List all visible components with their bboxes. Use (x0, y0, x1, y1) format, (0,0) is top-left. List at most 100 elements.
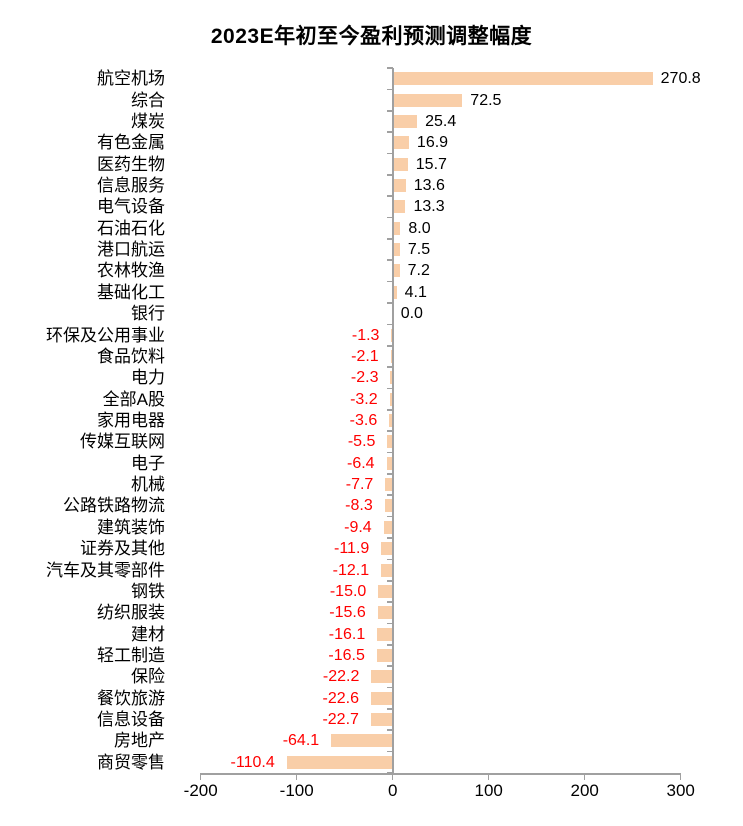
category-axis-tick (386, 558, 393, 561)
value-label: -1.3 (351, 326, 380, 344)
category-axis-tick (386, 195, 393, 197)
bar (392, 221, 401, 235)
value-label: -2.3 (350, 369, 379, 387)
x-axis-tick (199, 773, 202, 780)
category-axis-tick (386, 152, 393, 155)
category-label: 信息设备 (97, 710, 165, 730)
category-label: 钢铁 (131, 581, 165, 601)
value-label: -22.7 (322, 711, 359, 729)
category-axis-tick (386, 174, 393, 176)
category-axis-tick (386, 430, 393, 432)
category-axis-tick (386, 686, 393, 689)
value-label: 7.5 (407, 241, 431, 259)
category-label: 餐饮旅游 (97, 688, 165, 708)
chart-title: 2023E年初至今盈利预测调整幅度 (210, 25, 533, 48)
category-axis-line (391, 68, 394, 773)
value-label: 15.7 (415, 155, 447, 173)
bar (384, 499, 393, 513)
bar (381, 563, 393, 577)
x-axis-tick-label: 100 (474, 781, 503, 800)
bar (392, 72, 653, 86)
bar (286, 755, 393, 769)
value-label: 13.6 (413, 177, 445, 194)
category-label: 公路铁路物流 (63, 496, 165, 516)
category-label: 家用电器 (97, 411, 165, 430)
bar (390, 371, 393, 385)
category-label: 石油石化 (97, 218, 165, 238)
value-label: 4.1 (404, 283, 427, 301)
bar (387, 435, 393, 449)
category-label: 银行 (131, 304, 165, 324)
value-label: -15.6 (329, 604, 366, 622)
category-axis-tick (386, 644, 393, 646)
category-label: 纺织服装 (97, 603, 165, 623)
category-axis-tick (386, 729, 393, 732)
bar (386, 456, 393, 470)
category-axis-tick (386, 366, 393, 368)
category-axis-tick (386, 302, 393, 304)
bar (392, 157, 408, 171)
x-axis-line (200, 773, 681, 775)
category-axis-tick (386, 537, 393, 539)
category-axis-tick (386, 451, 393, 454)
bar (392, 93, 463, 107)
category-axis-tick (386, 238, 393, 240)
x-axis-tick (487, 773, 490, 780)
category-label: 轻工制造 (97, 646, 165, 665)
value-label: 8.0 (408, 219, 431, 237)
category-label: 电气设备 (97, 197, 165, 217)
bar (392, 264, 400, 278)
x-axis-tick (583, 773, 586, 780)
category-axis-tick (386, 387, 393, 390)
category-axis-tick (386, 259, 393, 262)
x-axis-tick (391, 773, 394, 780)
bar (378, 584, 393, 598)
value-label: -11.9 (334, 540, 370, 558)
category-axis-tick (386, 109, 393, 112)
category-axis-tick (386, 515, 393, 518)
bar (377, 606, 393, 620)
category-axis-tick (386, 601, 393, 603)
bar (383, 520, 393, 534)
bar (392, 200, 406, 214)
category-label: 商贸零售 (97, 752, 165, 772)
value-label: -8.3 (345, 497, 373, 515)
value-label: -22.2 (322, 668, 360, 686)
x-axis-tick-label: 200 (570, 781, 599, 800)
category-label: 环保及公用事业 (46, 325, 165, 345)
category-label: 电子 (131, 453, 165, 473)
category-label: 保险 (131, 667, 165, 687)
value-label: 7.2 (407, 262, 430, 280)
bar (331, 734, 393, 748)
category-axis-tick (386, 409, 393, 411)
category-axis-tick (386, 216, 393, 219)
x-axis-tick-label: 0 (387, 781, 398, 800)
bar (371, 691, 393, 705)
category-label: 煤炭 (131, 111, 165, 131)
category-label: 传媒互联网 (80, 432, 165, 452)
value-label: -22.6 (322, 689, 360, 707)
bar (392, 136, 409, 150)
category-axis-tick (386, 67, 393, 69)
value-label: 72.5 (470, 91, 502, 109)
bar (371, 670, 393, 684)
value-label: -5.5 (347, 433, 376, 451)
category-axis-tick (386, 665, 393, 667)
category-label: 证券及其他 (80, 539, 165, 559)
category-label: 信息服务 (97, 176, 165, 195)
category-label: 建材 (131, 624, 165, 644)
bar (392, 114, 418, 128)
category-label: 港口航运 (97, 240, 165, 260)
bar (392, 285, 397, 299)
value-label: -7.7 (345, 476, 374, 494)
category-label: 有色金属 (97, 133, 165, 153)
category-label: 电力 (131, 368, 165, 388)
category-axis-tick (386, 622, 393, 625)
category-label: 基础化工 (97, 282, 165, 302)
value-label: -3.2 (350, 390, 378, 408)
x-axis-tick-label: -200 (183, 781, 218, 800)
value-label: -16.5 (328, 647, 365, 664)
bar (370, 713, 393, 727)
